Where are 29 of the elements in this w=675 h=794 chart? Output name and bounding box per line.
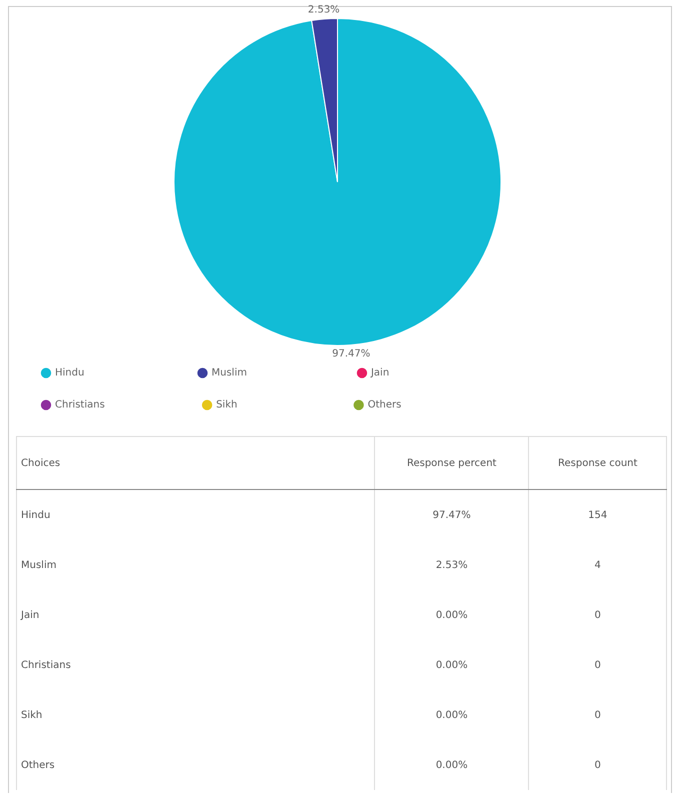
data-label: 0 — [528, 740, 666, 790]
legend-label: Muslim — [212, 368, 336, 379]
category-label: Others — [16, 740, 374, 790]
data-label: 97.47% — [374, 490, 529, 540]
data-label: 0 — [528, 590, 666, 640]
category-label: Hindu — [16, 490, 374, 540]
legend-label: Jain — [370, 368, 485, 379]
data-label: 0 — [528, 690, 666, 740]
data-label: 154 — [528, 490, 666, 540]
data-label: 2.53% — [308, 4, 340, 16]
legend-label: Others — [368, 400, 490, 411]
data-label: 2.53% — [374, 540, 529, 590]
category-label: Sikh — [16, 690, 374, 740]
text: Choices — [16, 436, 374, 490]
category-label: Jain — [16, 590, 374, 640]
data-label: 0.00% — [374, 590, 529, 640]
category-label: Muslim — [16, 540, 374, 590]
data-label: 97.47% — [332, 348, 370, 360]
data-label: 0.00% — [374, 740, 529, 790]
text: Response percent — [374, 436, 529, 490]
legend-label: Hindu — [55, 368, 177, 379]
data-label: 0.00% — [374, 690, 529, 740]
data-label: 4 — [528, 540, 666, 590]
legend-label: Sikh — [216, 400, 333, 411]
data-label: 0.00% — [374, 640, 529, 690]
text: Response count — [528, 436, 666, 490]
data-label: 0 — [528, 640, 666, 690]
legend-label: Christians — [55, 400, 182, 411]
category-label: Christians — [16, 640, 374, 690]
